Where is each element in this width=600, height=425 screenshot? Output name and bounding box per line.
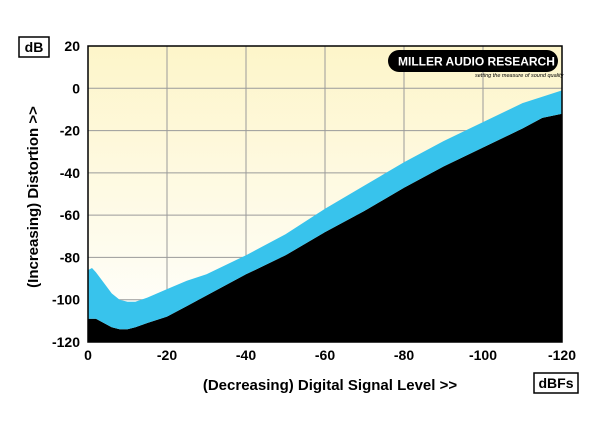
y-tick-label: -20 xyxy=(60,123,80,139)
noise-floor-fill xyxy=(88,113,562,342)
x-tick-labels: 0 -20 -40 -60 -80 -100 -120 xyxy=(84,347,576,363)
x-tick-label: -20 xyxy=(157,347,177,363)
y-tick-label: 0 xyxy=(72,80,80,96)
x-unit-box: dBFs xyxy=(533,372,579,394)
x-tick-label: -80 xyxy=(394,347,414,363)
x-tick-label: -40 xyxy=(236,347,256,363)
y-tick-label: -120 xyxy=(52,334,80,350)
x-unit-label: dBFs xyxy=(539,375,574,391)
x-tick-label: 0 xyxy=(84,347,92,363)
distortion-band xyxy=(88,90,562,330)
y-tick-label: -100 xyxy=(52,292,80,308)
plot-frame xyxy=(87,45,563,343)
logo-tagline: setting the measure of sound quality xyxy=(475,73,565,79)
y-unit-label: dB xyxy=(25,39,44,55)
brand-logo: MILLER AUDIO RESEARCH setting the measur… xyxy=(388,50,565,79)
x-tick-label: -100 xyxy=(469,347,497,363)
logo-main-text: MILLER AUDIO RESEARCH xyxy=(398,55,555,69)
y-unit-box: dB xyxy=(18,36,50,58)
y-axis-title: (Increasing) Distortion >> xyxy=(25,106,42,288)
x-tick-label: -60 xyxy=(315,347,335,363)
x-axis-title: (Decreasing) Digital Signal Level >> xyxy=(203,377,457,394)
x-tick-label: -120 xyxy=(548,347,576,363)
y-tick-labels: 20 0 -20 -40 -60 -80 -100 -120 xyxy=(52,38,80,350)
y-tick-label: -40 xyxy=(60,165,80,181)
y-tick-label: -80 xyxy=(60,249,80,265)
y-tick-label: 20 xyxy=(64,38,80,54)
y-tick-label: -60 xyxy=(60,207,80,223)
